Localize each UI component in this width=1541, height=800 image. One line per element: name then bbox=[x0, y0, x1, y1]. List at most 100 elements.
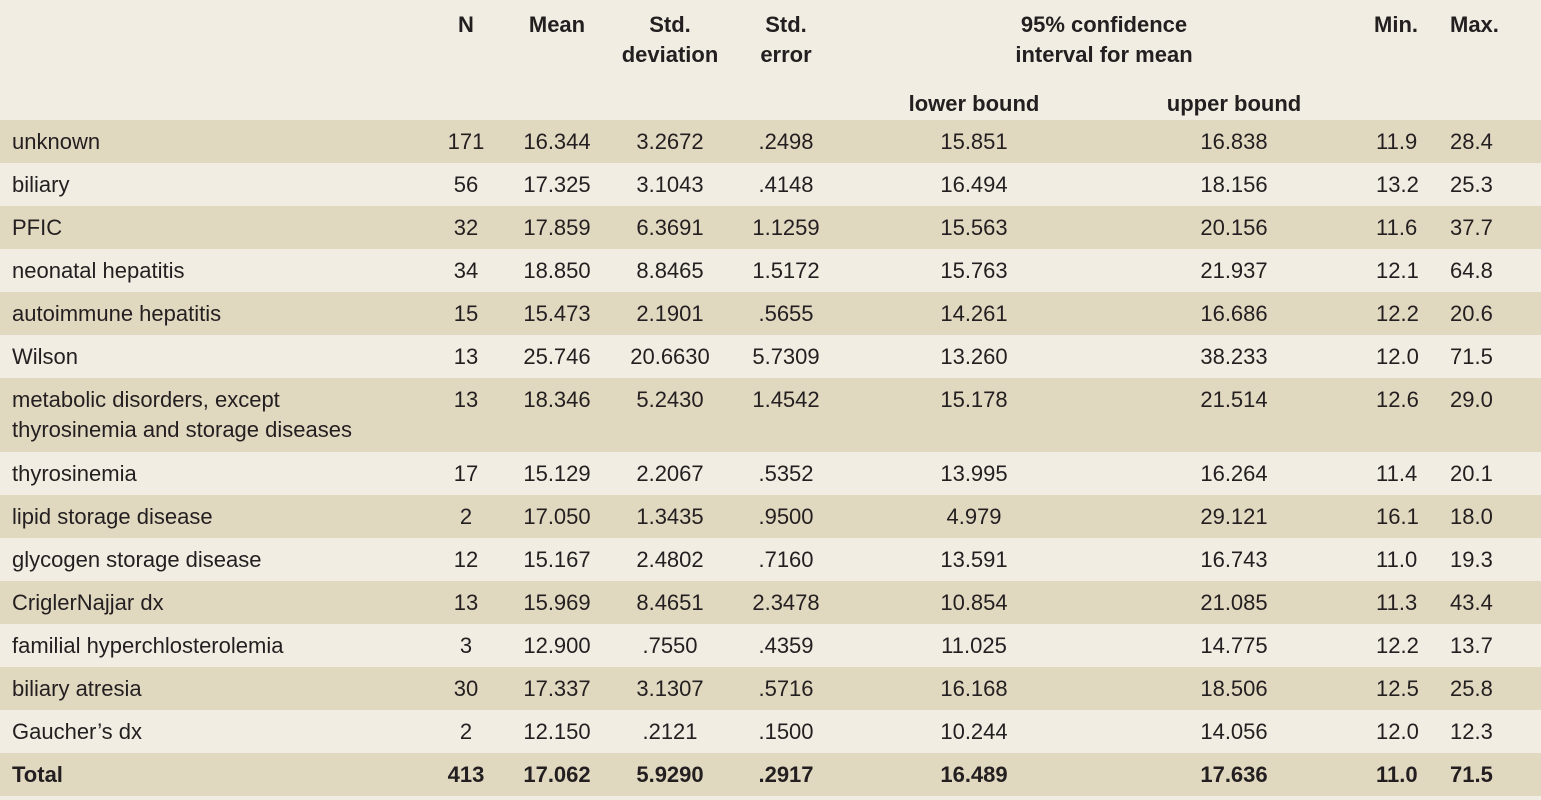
cell-std-error: 1.1259 bbox=[752, 215, 820, 240]
cell-n: 2 bbox=[459, 504, 473, 529]
header-std-error-line2: error bbox=[760, 42, 812, 67]
row-label: metabolic disorders, except thyrosinemia … bbox=[0, 378, 430, 452]
cell-min: 13.2 bbox=[1376, 172, 1419, 197]
cell-std-deviation: 3.1043 bbox=[636, 172, 704, 197]
row-label: Total bbox=[12, 762, 63, 787]
cell-mean: 15.473 bbox=[523, 301, 591, 326]
table-body: unknown 171 16.344 3.2672 .2498 15.851 1… bbox=[0, 120, 1541, 796]
table-row: Gaucher’s dx 2 12.150 .2121 .1500 10.244… bbox=[0, 710, 1541, 753]
header-n: N bbox=[430, 0, 502, 88]
cell-lower-bound: 15.178 bbox=[940, 387, 1008, 412]
cell-std-deviation: 5.9290 bbox=[636, 762, 704, 787]
cell-lower-bound: 15.763 bbox=[940, 258, 1008, 283]
header-std-error-line1: Std. bbox=[765, 12, 807, 37]
cell-mean: 15.129 bbox=[523, 461, 591, 486]
cell-n: 171 bbox=[447, 129, 485, 154]
table-header: N Mean Std. deviation Std. error 95% confi… bbox=[0, 0, 1541, 120]
cell-mean: 16.344 bbox=[523, 129, 591, 154]
row-label: neonatal hepatitis bbox=[12, 258, 185, 283]
cell-max: 19.3 bbox=[1450, 547, 1493, 572]
cell-std-deviation: 5.2430 bbox=[636, 387, 704, 412]
table-row: neonatal hepatitis 34 18.850 8.8465 1.51… bbox=[0, 249, 1541, 292]
cell-mean: 25.746 bbox=[523, 344, 591, 369]
cell-n: 13 bbox=[453, 387, 479, 412]
cell-max: 64.8 bbox=[1450, 258, 1493, 283]
row-label: unknown bbox=[12, 129, 101, 154]
table-row: thyrosinemia 17 15.129 2.2067 .5352 13.9… bbox=[0, 452, 1541, 495]
table-row: autoimmune hepatitis 15 15.473 2.1901 .5… bbox=[0, 292, 1541, 335]
cell-lower-bound: 13.260 bbox=[940, 344, 1008, 369]
cell-mean: 17.859 bbox=[523, 215, 591, 240]
cell-min: 12.0 bbox=[1376, 719, 1419, 744]
cell-mean: 17.062 bbox=[523, 762, 591, 787]
cell-max: 28.4 bbox=[1450, 129, 1493, 154]
cell-n: 12 bbox=[453, 547, 479, 572]
row-label: thyrosinemia bbox=[12, 461, 137, 486]
cell-std-error: .2498 bbox=[758, 129, 814, 154]
cell-mean: 12.900 bbox=[523, 633, 591, 658]
cell-std-error: .7160 bbox=[758, 547, 814, 572]
cell-upper-bound: 21.085 bbox=[1200, 590, 1268, 615]
table-row: CriglerNajjar dx 13 15.969 8.4651 2.3478… bbox=[0, 581, 1541, 624]
cell-lower-bound: 11.025 bbox=[941, 633, 1007, 658]
total-row: Total 413 17.062 5.9290 .2917 16.489 17.… bbox=[0, 753, 1541, 796]
cell-lower-bound: 13.995 bbox=[940, 461, 1008, 486]
row-label: glycogen storage disease bbox=[12, 547, 262, 572]
cell-min: 12.5 bbox=[1376, 676, 1419, 701]
cell-upper-bound: 14.775 bbox=[1200, 633, 1268, 658]
row-label: familial hyperchlosterolemia bbox=[12, 633, 284, 658]
cell-std-error: .4359 bbox=[758, 633, 814, 658]
cell-std-deviation: 3.2672 bbox=[636, 129, 704, 154]
table-row: Wilson 13 25.746 20.6630 5.7309 13.260 3… bbox=[0, 335, 1541, 378]
cell-min: 12.6 bbox=[1376, 387, 1419, 412]
cell-max: 71.5 bbox=[1450, 762, 1493, 787]
header-mean: Mean bbox=[502, 0, 612, 88]
cell-max: 20.1 bbox=[1450, 461, 1493, 486]
cell-n: 30 bbox=[453, 676, 479, 701]
cell-n: 32 bbox=[453, 215, 479, 240]
cell-std-deviation: 6.3691 bbox=[636, 215, 704, 240]
cell-std-error: .5655 bbox=[758, 301, 814, 326]
cell-max: 71.5 bbox=[1450, 344, 1493, 369]
cell-n: 56 bbox=[453, 172, 479, 197]
header-std-deviation: Std. deviation bbox=[612, 0, 728, 88]
cell-upper-bound: 29.121 bbox=[1200, 504, 1268, 529]
cell-min: 12.2 bbox=[1376, 301, 1419, 326]
header-std-deviation-line1: Std. bbox=[649, 12, 691, 37]
cell-n: 2 bbox=[459, 719, 473, 744]
cell-lower-bound: 16.168 bbox=[940, 676, 1008, 701]
cell-upper-bound: 21.514 bbox=[1200, 387, 1268, 412]
row-label: PFIC bbox=[12, 215, 63, 240]
cell-max: 25.3 bbox=[1450, 172, 1493, 197]
cell-std-deviation: 8.4651 bbox=[636, 590, 704, 615]
cell-lower-bound: 15.563 bbox=[940, 215, 1008, 240]
cell-lower-bound: 10.854 bbox=[940, 590, 1008, 615]
cell-min: 12.0 bbox=[1376, 344, 1419, 369]
cell-max: 43.4 bbox=[1450, 590, 1493, 615]
cell-std-error: .2917 bbox=[758, 762, 814, 787]
row-label: Gaucher’s dx bbox=[12, 719, 143, 744]
cell-mean: 17.325 bbox=[523, 172, 591, 197]
table-row: PFIC 32 17.859 6.3691 1.1259 15.563 20.1… bbox=[0, 206, 1541, 249]
cell-n: 3 bbox=[459, 633, 473, 658]
cell-std-error: 5.7309 bbox=[752, 344, 820, 369]
table-row: familial hyperchlosterolemia 3 12.900 .7… bbox=[0, 624, 1541, 667]
cell-std-deviation: 2.2067 bbox=[636, 461, 704, 486]
cell-max: 12.3 bbox=[1450, 719, 1493, 744]
row-label: biliary atresia bbox=[12, 676, 142, 701]
cell-n: 413 bbox=[447, 762, 485, 787]
cell-n: 13 bbox=[453, 344, 479, 369]
header-blank bbox=[0, 0, 430, 88]
row-label: lipid storage disease bbox=[12, 504, 213, 529]
cell-min: 11.6 bbox=[1376, 215, 1418, 240]
cell-mean: 17.337 bbox=[523, 676, 591, 701]
cell-max: 18.0 bbox=[1450, 504, 1493, 529]
cell-lower-bound: 10.244 bbox=[940, 719, 1008, 744]
cell-mean: 17.050 bbox=[523, 504, 591, 529]
header-std-error: Std. error bbox=[728, 0, 844, 88]
cell-upper-bound: 21.937 bbox=[1200, 258, 1268, 283]
cell-max: 29.0 bbox=[1450, 387, 1493, 412]
cell-std-deviation: 20.6630 bbox=[630, 344, 710, 369]
cell-lower-bound: 14.261 bbox=[940, 301, 1008, 326]
